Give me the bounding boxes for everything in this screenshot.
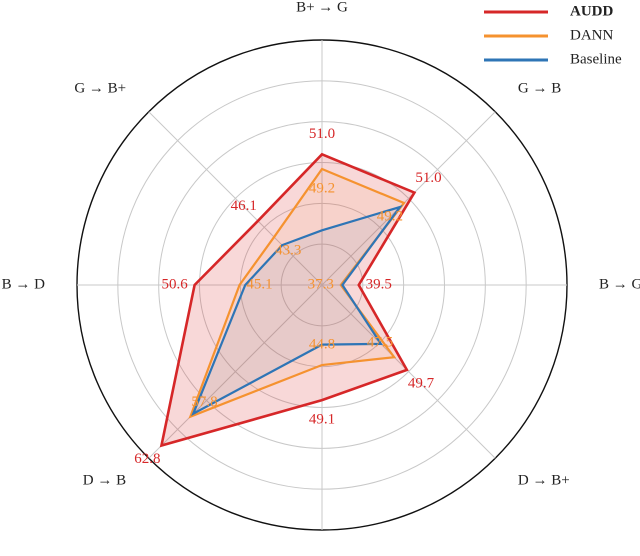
value-label: 49.2	[309, 180, 335, 196]
value-label: 44.8	[309, 336, 335, 352]
spoke	[321, 284, 496, 459]
legend-label: AUDD	[570, 3, 613, 19]
category-label: G → B+	[74, 81, 126, 97]
spoke	[148, 284, 323, 459]
value-label: 50.6	[161, 276, 188, 292]
value-label: 39.5	[366, 276, 392, 292]
spoke	[321, 111, 496, 286]
category-label: B → D	[2, 276, 46, 292]
value-label: 51.0	[415, 170, 441, 186]
category-label: B+ → G	[296, 0, 348, 15]
series-area	[159, 152, 417, 448]
value-label: 62.8	[134, 451, 160, 467]
value-label: 37.3	[308, 276, 334, 292]
category-label: D → B	[83, 472, 126, 488]
legend-label: DANN	[570, 27, 613, 43]
series-area	[191, 205, 403, 417]
value-label: 43.3	[275, 243, 301, 259]
value-label: 49.2	[377, 209, 403, 225]
category-label: B+ → D	[296, 553, 348, 556]
value-label: 47.5	[367, 334, 393, 350]
spoke	[148, 111, 323, 286]
category-label: D → B+	[518, 472, 570, 488]
value-label: 45.1	[246, 276, 272, 292]
category-label: G → B	[518, 81, 561, 97]
value-label: 57.8	[191, 394, 217, 410]
value-label: 51.0	[309, 126, 335, 142]
value-label: 49.1	[309, 412, 335, 428]
category-label: B → G	[599, 276, 640, 292]
value-label: 46.1	[231, 198, 257, 214]
value-label: 49.7	[408, 375, 435, 391]
legend-label: Baseline	[570, 51, 622, 67]
